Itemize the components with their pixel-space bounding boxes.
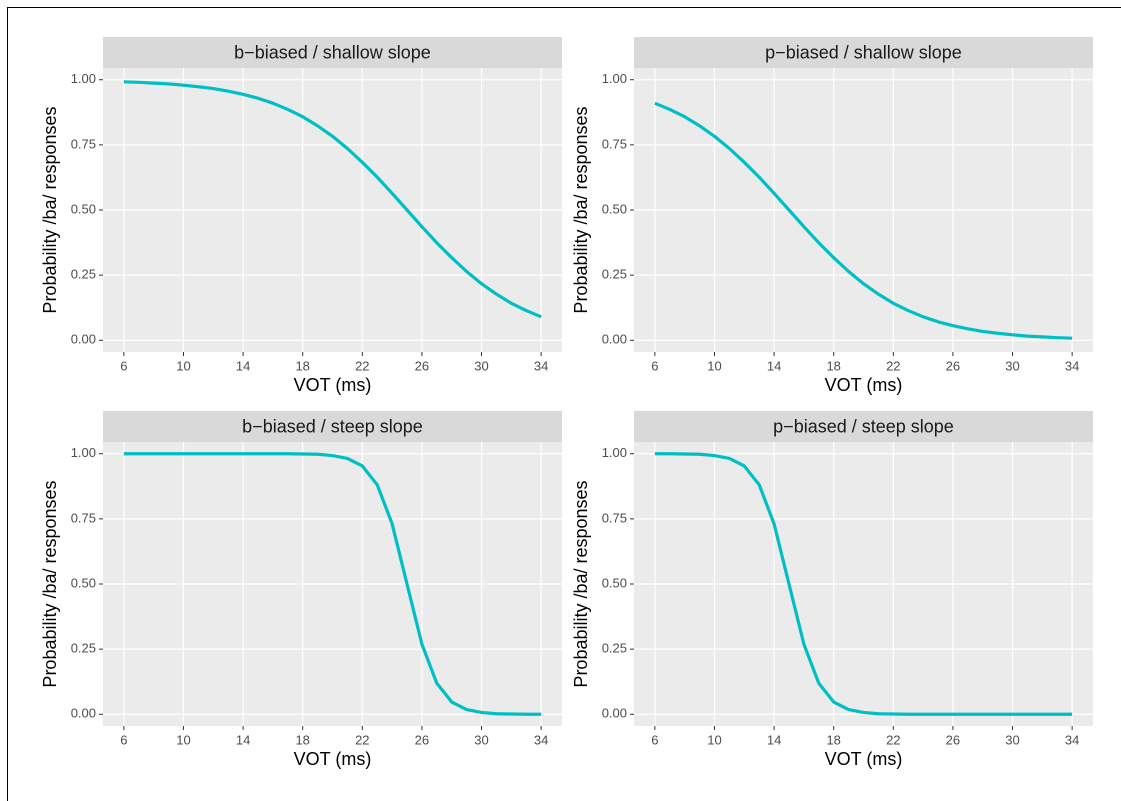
- y-tick-label: 0.75: [602, 510, 627, 525]
- x-tick-label: 26: [946, 358, 960, 373]
- x-tick-label: 30: [1005, 358, 1019, 373]
- x-axis-title: VOT (ms): [294, 749, 372, 769]
- x-tick-label: 6: [651, 358, 658, 373]
- x-tick-label: 30: [474, 732, 488, 747]
- x-tick-label: 26: [415, 732, 429, 747]
- strip-title: b−biased / steep slope: [242, 416, 423, 436]
- x-tick-label: 14: [767, 358, 781, 373]
- x-tick-label: 14: [236, 732, 250, 747]
- x-tick-label: 22: [355, 732, 369, 747]
- x-axis-title: VOT (ms): [825, 375, 903, 395]
- y-tick-label: 0.00: [71, 332, 96, 347]
- strip: [103, 411, 562, 442]
- strip: [103, 37, 562, 68]
- strip-title: p−biased / shallow slope: [765, 42, 962, 62]
- x-tick-label: 18: [295, 732, 309, 747]
- x-tick-label: 18: [826, 358, 840, 373]
- strip: [634, 411, 1093, 442]
- y-tick-label: 0.25: [602, 641, 627, 656]
- line: [654, 101, 1073, 340]
- y-tick-label: 0.75: [71, 510, 96, 525]
- x-tick-label: 26: [415, 358, 429, 373]
- y-tick-label: 0.75: [71, 136, 96, 151]
- x-tick-label: 22: [886, 732, 900, 747]
- y-tick-label: 1.00: [602, 445, 627, 460]
- y-tick-label: 0.25: [602, 267, 627, 282]
- y-tick-label: 0.50: [71, 201, 96, 216]
- strip: [634, 37, 1093, 68]
- y-tick-label: 0.00: [602, 332, 627, 347]
- x-tick-label: 18: [295, 358, 309, 373]
- line: [654, 452, 1073, 716]
- x-tick-label: 6: [651, 732, 658, 747]
- y-tick-label: 0.50: [71, 575, 96, 590]
- y-tick-label: 0.25: [71, 641, 96, 656]
- frame: [7, 7, 1121, 801]
- x-axis-title: VOT (ms): [825, 749, 903, 769]
- x-tick-label: 34: [1065, 358, 1079, 373]
- y-tick-label: 0.00: [71, 706, 96, 721]
- x-tick-label: 34: [534, 358, 548, 373]
- x-tick-label: 6: [120, 732, 127, 747]
- y-tick-label: 1.00: [602, 71, 627, 86]
- x-tick-label: 30: [474, 358, 488, 373]
- y-axis-title: Probability /ba/ responses: [40, 480, 60, 687]
- x-tick-label: 6: [120, 358, 127, 373]
- y-tick-label: 0.50: [602, 201, 627, 216]
- x-tick-label: 10: [176, 732, 190, 747]
- x-tick-label: 34: [534, 732, 548, 747]
- strip-title: p−biased / steep slope: [773, 416, 954, 436]
- x-tick-label: 34: [1065, 732, 1079, 747]
- x-tick-label: 26: [946, 732, 960, 747]
- y-tick-label: 1.00: [71, 71, 96, 86]
- x-tick-label: 14: [767, 732, 781, 747]
- y-tick-label: 0.75: [602, 136, 627, 151]
- y-axis-title: Probability /ba/ responses: [40, 106, 60, 313]
- line: [123, 452, 542, 716]
- y-tick-label: 0.00: [602, 706, 627, 721]
- y-tick-label: 0.50: [602, 575, 627, 590]
- x-axis-title: VOT (ms): [294, 375, 372, 395]
- y-axis-title: Probability /ba/ responses: [571, 106, 591, 313]
- y-tick-label: 0.25: [71, 267, 96, 282]
- x-tick-label: 18: [826, 732, 840, 747]
- x-tick-label: 10: [707, 732, 721, 747]
- x-tick-label: 10: [707, 358, 721, 373]
- x-tick-label: 14: [236, 358, 250, 373]
- strip-title: b−biased / shallow slope: [234, 42, 431, 62]
- y-axis-title: Probability /ba/ responses: [571, 480, 591, 687]
- line: [123, 80, 542, 319]
- x-tick-label: 10: [176, 358, 190, 373]
- x-tick-label: 22: [886, 358, 900, 373]
- y-tick-label: 1.00: [71, 445, 96, 460]
- x-tick-label: 22: [355, 358, 369, 373]
- x-tick-label: 30: [1005, 732, 1019, 747]
